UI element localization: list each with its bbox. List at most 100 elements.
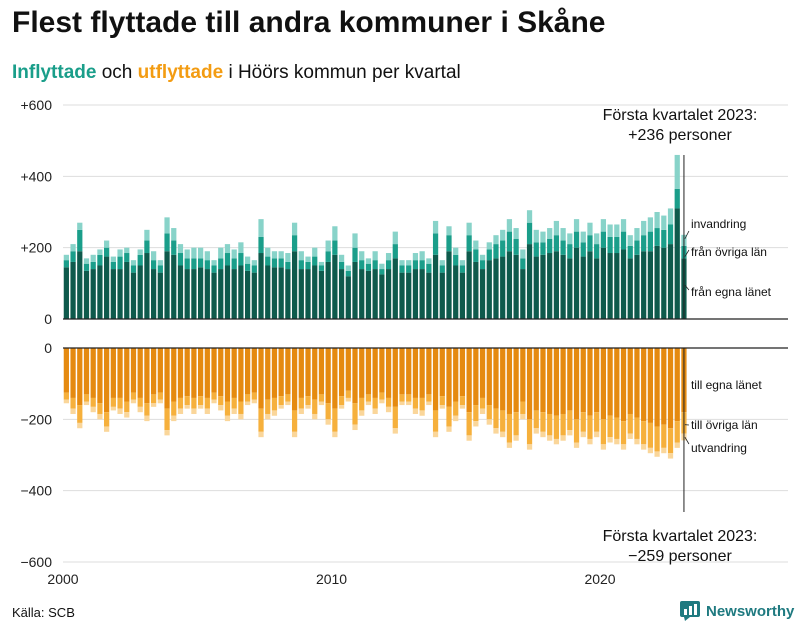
bar-in-2 xyxy=(399,260,405,266)
bar-out-2 xyxy=(607,437,613,443)
bar-out-0 xyxy=(513,348,519,413)
bar-out-1 xyxy=(124,401,130,413)
bar-in-1 xyxy=(459,265,466,273)
bar-out-1 xyxy=(594,412,600,432)
bar-in-2 xyxy=(117,249,123,257)
bar-in-0 xyxy=(291,251,298,319)
bar-in-0 xyxy=(607,253,613,319)
bar-out-1 xyxy=(318,394,325,402)
bar-in-0 xyxy=(171,254,177,319)
bar-out-1 xyxy=(506,413,513,443)
bar-out-0 xyxy=(432,348,439,411)
bar-in-0 xyxy=(332,254,338,319)
bar-in-1 xyxy=(318,265,325,271)
bar-out-2 xyxy=(338,405,345,409)
grid-lines xyxy=(63,104,788,563)
bar-out-1 xyxy=(171,401,177,416)
bar-in-0 xyxy=(271,267,278,319)
bar-in-2 xyxy=(547,228,553,239)
bar-in-0 xyxy=(506,251,513,319)
bar-out-2 xyxy=(506,442,513,448)
bar-out-2 xyxy=(634,438,640,445)
bar-in-0 xyxy=(614,253,620,319)
bar-in-1 xyxy=(117,256,123,270)
bar-in-1 xyxy=(110,261,116,270)
x-tick-label: 2000 xyxy=(47,571,78,587)
bar-out-2 xyxy=(567,430,573,436)
bar-out-1 xyxy=(359,397,365,411)
bar-in-1 xyxy=(265,256,271,266)
bar-in-1 xyxy=(325,251,331,262)
bar-in-2 xyxy=(77,222,83,230)
bar-in-0 xyxy=(359,269,365,319)
bar-in-1 xyxy=(77,229,83,252)
bar-in-0 xyxy=(419,269,425,319)
bar-out-1 xyxy=(197,396,204,406)
bar-out-2 xyxy=(278,405,284,409)
bar-out-0 xyxy=(124,348,130,402)
bar-out-2 xyxy=(151,403,157,407)
bar-in-2 xyxy=(426,258,432,264)
bar-in-2 xyxy=(231,249,237,259)
bar-out-0 xyxy=(580,348,586,413)
bar-in-0 xyxy=(224,265,231,319)
bar-out-1 xyxy=(520,401,526,414)
bar-in-0 xyxy=(352,261,358,319)
bar-out-2 xyxy=(117,408,123,414)
bar-in-1 xyxy=(278,258,284,268)
leader-line xyxy=(684,436,690,445)
bar-out-0 xyxy=(654,348,660,427)
bar-out-2 xyxy=(620,444,627,450)
bar-in-2 xyxy=(627,235,633,246)
bar-in-2 xyxy=(204,251,210,261)
bar-out-2 xyxy=(600,444,607,450)
bar-out-2 xyxy=(244,401,251,406)
bar-in-2 xyxy=(553,220,560,236)
bar-out-0 xyxy=(117,348,123,398)
bar-out-1 xyxy=(211,392,217,400)
bar-out-1 xyxy=(580,412,586,432)
bar-in-2 xyxy=(244,256,251,264)
bar-in-0 xyxy=(620,249,627,319)
bar-out-1 xyxy=(97,403,103,414)
bar-out-0 xyxy=(137,348,143,398)
bar-in-2 xyxy=(130,260,137,266)
bar-in-0 xyxy=(63,267,69,319)
bar-in-2 xyxy=(137,249,143,255)
bar-in-1 xyxy=(432,233,439,255)
bar-in-1 xyxy=(500,240,506,257)
bar-in-1 xyxy=(258,236,264,254)
bar-in-1 xyxy=(439,265,445,273)
bar-in-2 xyxy=(379,263,385,270)
leader-line xyxy=(684,284,690,291)
bar-out-1 xyxy=(278,396,284,406)
bar-in-0 xyxy=(379,274,385,319)
bar-in-1 xyxy=(526,222,533,245)
bar-in-1 xyxy=(144,240,150,254)
bar-out-2 xyxy=(130,399,137,404)
bar-in-1 xyxy=(587,235,593,252)
bar-out-0 xyxy=(634,348,640,418)
bar-out-1 xyxy=(587,415,593,439)
bar-out-1 xyxy=(218,396,224,406)
bar-in-0 xyxy=(459,272,466,319)
bar-in-0 xyxy=(533,256,539,319)
bar-in-0 xyxy=(244,270,251,319)
bar-out-0 xyxy=(674,348,680,422)
bar-out-1 xyxy=(627,413,633,434)
bar-in-0 xyxy=(540,254,546,319)
bar-out-0 xyxy=(553,348,560,416)
source-note: Källa: SCB xyxy=(12,605,75,620)
bar-out-2 xyxy=(177,408,184,414)
bar-in-0 xyxy=(654,245,660,319)
bar-in-0 xyxy=(553,251,560,319)
bar-in-1 xyxy=(634,240,640,255)
bar-in-0 xyxy=(647,251,654,319)
bar-in-1 xyxy=(453,254,459,266)
bar-out-0 xyxy=(325,348,331,404)
bar-out-1 xyxy=(426,394,432,402)
bar-in-2 xyxy=(600,219,607,232)
bar-in-2 xyxy=(352,233,358,248)
bar-in-0 xyxy=(70,261,76,319)
bar-out-2 xyxy=(90,406,96,413)
